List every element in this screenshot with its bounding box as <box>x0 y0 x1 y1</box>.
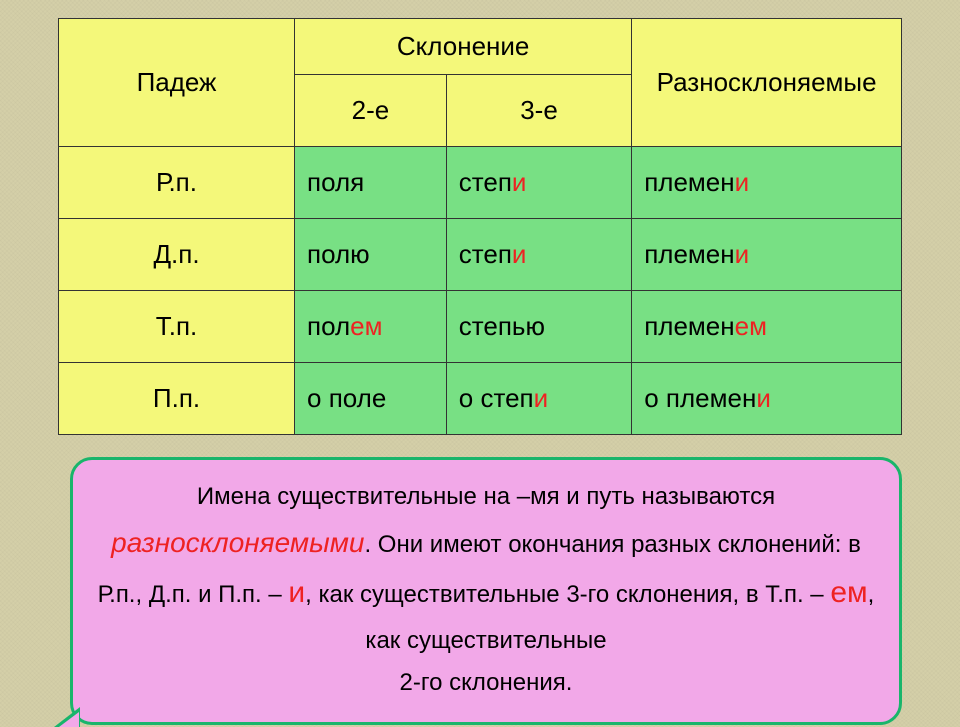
case-label: Д.п. <box>59 219 295 291</box>
word-ending: и <box>735 167 750 197</box>
word-cell: полем <box>295 291 447 363</box>
table-row: П.п.о полео степио племени <box>59 363 902 435</box>
note-seg: , как существительные 3-го склонения, в … <box>305 581 830 608</box>
note-em: ем <box>830 576 867 609</box>
word-ending: я <box>350 167 364 197</box>
word-stem: племен <box>644 311 734 341</box>
word-stem: степ <box>459 167 512 197</box>
case-label: Т.п. <box>59 291 295 363</box>
note-em: разносклоняемыми <box>111 527 364 558</box>
note-seg: Имена существительные на –мя и путь назы… <box>197 483 775 510</box>
word-stem: племен <box>644 239 734 269</box>
word-ending: ем <box>350 311 382 341</box>
word-ending: и <box>512 239 527 269</box>
word-cell: полю <box>295 219 447 291</box>
header-d2: 2-е <box>295 75 447 147</box>
word-stem: племен <box>644 167 734 197</box>
word-cell: степи <box>446 219 631 291</box>
word-cell: о поле <box>295 363 447 435</box>
note-callout: Имена существительные на –мя и путь назы… <box>58 457 902 725</box>
word-ending: е <box>372 383 386 413</box>
word-stem: о племен <box>644 383 756 413</box>
header-declension: Склонение <box>295 19 632 75</box>
header-case: Падеж <box>59 19 295 147</box>
word-cell: о степи <box>446 363 631 435</box>
word-cell: племени <box>632 147 902 219</box>
word-ending: и <box>735 239 750 269</box>
declension-table: Падеж Склонение Разносклоняемые 2-е 3-е … <box>58 18 902 435</box>
table-row: Д.п.полюстепиплемени <box>59 219 902 291</box>
word-stem: о степ <box>459 383 534 413</box>
word-stem: о пол <box>307 383 372 413</box>
word-stem: степ <box>459 239 512 269</box>
note-em: и <box>288 576 305 609</box>
word-stem: пол <box>307 239 350 269</box>
word-cell: степью <box>446 291 631 363</box>
case-label: Р.п. <box>59 147 295 219</box>
speech-tail-icon <box>54 707 80 727</box>
header-hetero: Разносклоняемые <box>632 19 902 147</box>
table-row: Т.п.полемстепьюплеменем <box>59 291 902 363</box>
header-d3: 3-е <box>446 75 631 147</box>
word-stem: пол <box>307 167 350 197</box>
word-ending: ем <box>735 311 767 341</box>
word-stem: пол <box>307 311 350 341</box>
note-seg: 2-го склонения. <box>400 669 573 696</box>
word-ending: и <box>534 383 549 413</box>
word-ending: ью <box>512 311 545 341</box>
word-ending: и <box>512 167 527 197</box>
word-stem: степ <box>459 311 512 341</box>
word-cell: степи <box>446 147 631 219</box>
word-cell: о племени <box>632 363 902 435</box>
note-text: Имена существительные на –мя и путь назы… <box>70 457 902 725</box>
case-label: П.п. <box>59 363 295 435</box>
word-cell: племенем <box>632 291 902 363</box>
table-row: Р.п.полястепиплемени <box>59 147 902 219</box>
word-cell: поля <box>295 147 447 219</box>
word-ending: ю <box>350 239 370 269</box>
word-cell: племени <box>632 219 902 291</box>
word-ending: и <box>756 383 771 413</box>
